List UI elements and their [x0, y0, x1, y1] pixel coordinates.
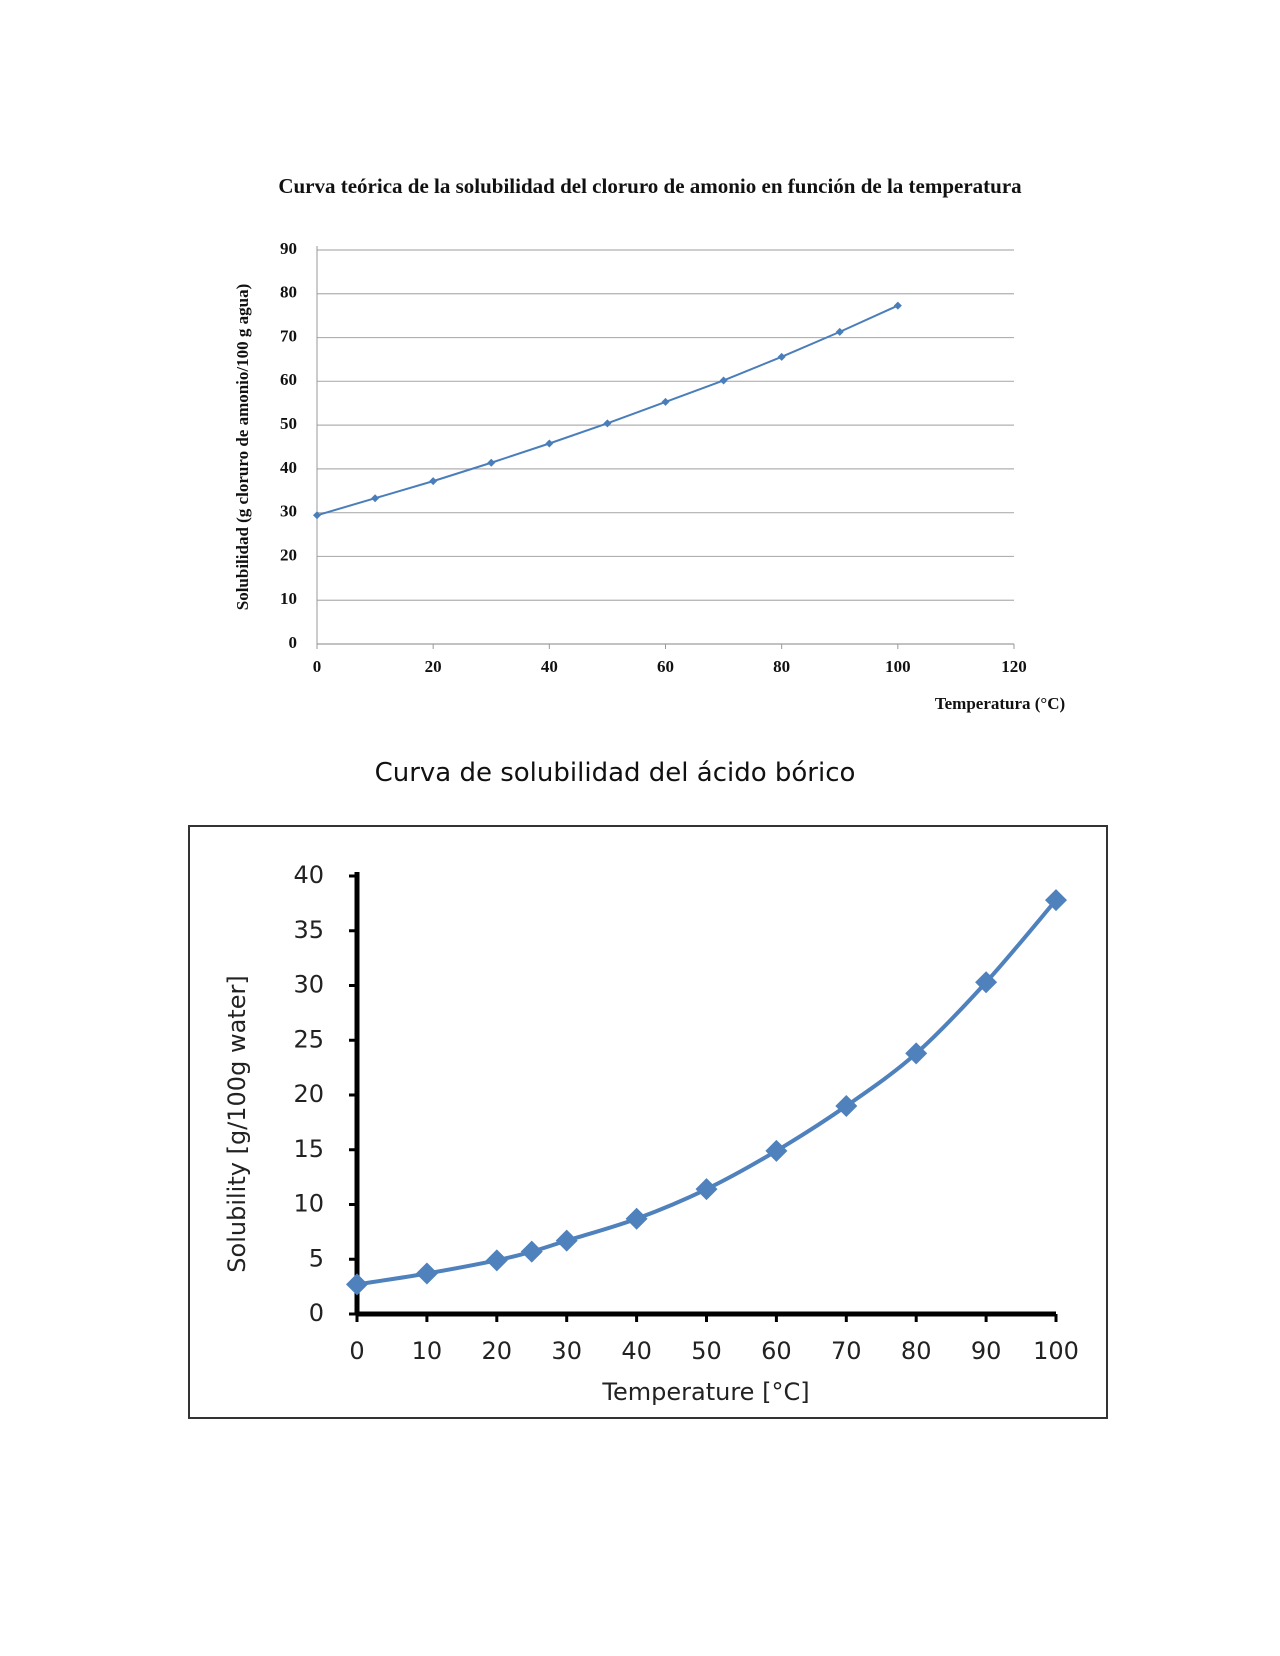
- data-point: [661, 397, 670, 406]
- y-tick-label: 20: [280, 545, 297, 564]
- data-point: [835, 1094, 858, 1117]
- data-point: [777, 352, 786, 361]
- y-tick-label: 30: [280, 502, 297, 521]
- x-tick-label: 40: [621, 1337, 652, 1365]
- y-tick-label: 80: [280, 283, 297, 302]
- y-tick-label: 25: [293, 1025, 324, 1053]
- x-tick-label: 40: [541, 657, 558, 676]
- x-tick-label: 100: [885, 657, 911, 676]
- data-point: [520, 1240, 543, 1263]
- data-point: [313, 511, 321, 520]
- data-point: [371, 494, 380, 503]
- y-tick-label: 10: [280, 589, 297, 608]
- y-tick-label: 0: [309, 1299, 324, 1327]
- x-tick-label: 90: [971, 1337, 1002, 1365]
- y-tick-label: 70: [280, 326, 297, 345]
- x-tick-label: 20: [425, 657, 442, 676]
- data-point: [695, 1178, 718, 1201]
- y-axis-label: Solubilidad (g cloruro de amonio/100 g a…: [233, 284, 252, 611]
- y-tick-label: 5: [309, 1244, 324, 1272]
- chart-title: Curva teórica de la solubilidad del clor…: [278, 174, 1022, 198]
- series-line: [356, 898, 1058, 1287]
- x-tick-label: 80: [901, 1337, 932, 1365]
- data-point: [765, 1139, 788, 1162]
- data-point: [603, 419, 612, 428]
- y-tick-label: 50: [280, 414, 297, 433]
- x-tick-label: 60: [761, 1337, 792, 1365]
- data-point: [555, 1229, 578, 1252]
- x-tick-label: 0: [313, 657, 322, 676]
- x-tick-label: 10: [412, 1337, 443, 1365]
- y-tick-label: 90: [280, 239, 297, 258]
- data-point: [487, 458, 496, 467]
- x-tick-label: 0: [349, 1337, 364, 1365]
- y-tick-label: 60: [280, 370, 297, 389]
- data-point: [485, 1249, 508, 1272]
- x-axis-label: Temperature [°C]: [601, 1378, 809, 1406]
- x-axis-label: Temperatura (°C): [935, 694, 1065, 713]
- y-tick-label: 20: [293, 1080, 324, 1108]
- data-point: [835, 327, 844, 336]
- data-point: [625, 1207, 648, 1230]
- x-tick-label: 80: [773, 657, 790, 676]
- chart-frame: [188, 825, 1108, 1419]
- data-point: [545, 439, 554, 448]
- x-tick-label: 70: [831, 1337, 862, 1365]
- x-tick-label: 30: [551, 1337, 582, 1365]
- data-point: [905, 1042, 928, 1065]
- x-tick-label: 100: [1033, 1337, 1079, 1365]
- data-point: [1045, 889, 1067, 912]
- data-point: [346, 1273, 368, 1296]
- y-axis-label: Solubility [g/100g water]: [223, 975, 251, 1272]
- x-tick-label: 20: [482, 1337, 513, 1365]
- data-point: [719, 376, 728, 385]
- x-tick-label: 120: [1001, 657, 1027, 676]
- data-point: [429, 477, 438, 486]
- y-tick-label: 40: [293, 861, 324, 889]
- chart-ammonium: 0 10 20 30 40 50 60 70 80 90 0 20 40 60 80 100 120 Temper…: [233, 239, 1065, 713]
- y-tick-label: 35: [293, 916, 324, 944]
- x-tick-label: 50: [691, 1337, 722, 1365]
- y-tick-label: 15: [293, 1135, 324, 1163]
- chart-boric: 0 5 10 15 20 25 30 35 40 0 10 20 30 40 50 60 70 80 90 100 Te…: [223, 861, 1079, 1406]
- y-tick-label: 10: [293, 1190, 324, 1218]
- x-tick-label: 60: [657, 657, 674, 676]
- data-point: [415, 1262, 438, 1285]
- data-point: [975, 971, 998, 994]
- y-tick-label: 0: [289, 633, 298, 652]
- y-tick-label: 40: [280, 458, 297, 477]
- chart-title: Curva de solubilidad del ácido bórico: [374, 758, 856, 788]
- data-point: [893, 301, 902, 310]
- y-tick-label: 30: [293, 971, 324, 999]
